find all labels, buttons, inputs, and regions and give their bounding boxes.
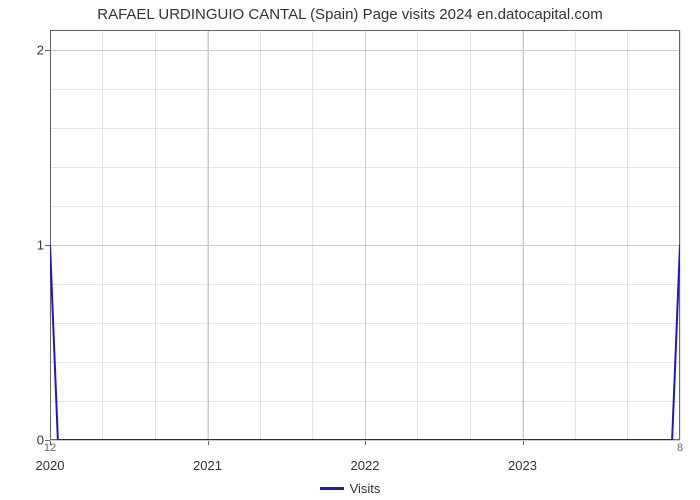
legend: Visits <box>0 480 700 496</box>
x-axis-label: 2021 <box>193 458 222 473</box>
legend-label: Visits <box>350 481 381 496</box>
minor-gridline-horizontal <box>50 362 680 363</box>
minor-gridline-horizontal <box>50 284 680 285</box>
y-axis-label: 1 <box>37 237 44 252</box>
minor-gridline-vertical <box>207 30 208 440</box>
minor-gridline-horizontal <box>50 128 680 129</box>
minor-gridline-vertical <box>627 30 628 440</box>
minor-gridline-vertical <box>365 30 366 440</box>
minor-gridline-vertical <box>522 30 523 440</box>
minor-gridline-vertical <box>102 30 103 440</box>
minor-gridline-vertical <box>312 30 313 440</box>
x-axis-label: 2022 <box>351 458 380 473</box>
chart-title: RAFAEL URDINGUIO CANTAL (Spain) Page vis… <box>0 6 700 23</box>
minor-gridline-horizontal <box>50 440 680 441</box>
minor-gridline-horizontal <box>50 323 680 324</box>
minor-gridline-vertical <box>417 30 418 440</box>
minor-gridline-horizontal <box>50 206 680 207</box>
minor-gridline-vertical <box>260 30 261 440</box>
x-minor-label-right: 8 <box>677 442 683 454</box>
x-minor-label-left: 12 <box>44 442 56 454</box>
minor-gridline-vertical <box>50 30 51 440</box>
chart-container: RAFAEL URDINGUIO CANTAL (Spain) Page vis… <box>0 0 700 500</box>
minor-gridline-vertical <box>575 30 576 440</box>
minor-gridline-horizontal <box>50 50 680 51</box>
x-axis-label: 2023 <box>508 458 537 473</box>
y-axis-label: 2 <box>37 42 44 57</box>
plot-area: 2020202120222023128012 <box>50 30 680 440</box>
minor-gridline-vertical <box>680 30 681 440</box>
minor-gridline-horizontal <box>50 89 680 90</box>
y-axis-label: 0 <box>37 433 44 448</box>
minor-gridline-horizontal <box>50 401 680 402</box>
x-axis-label: 2020 <box>36 458 65 473</box>
minor-gridline-vertical <box>155 30 156 440</box>
legend-swatch <box>320 487 344 490</box>
minor-gridline-vertical <box>470 30 471 440</box>
minor-gridline-horizontal <box>50 167 680 168</box>
minor-gridline-horizontal <box>50 245 680 246</box>
